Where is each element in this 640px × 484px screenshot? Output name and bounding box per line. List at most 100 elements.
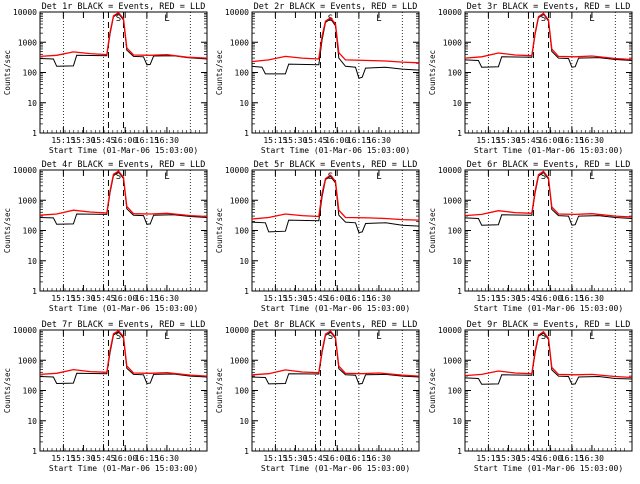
x-axis-label: Start Time (01-Mar-06 15:03:00) — [261, 304, 410, 313]
x-tick-label: 15:45 — [516, 454, 540, 463]
y-axis-label: Counts/sec — [428, 208, 437, 253]
y-tick-label: 10 — [27, 417, 37, 426]
y-tick-label: 100 — [23, 69, 38, 78]
x-tick-label: 16:15 — [135, 136, 159, 145]
series-lld-line — [464, 170, 633, 218]
series-lld-line — [39, 329, 208, 377]
y-axis-label: Counts/sec — [428, 50, 437, 95]
chart-panel-3: Det 3r BLACK = Events, RED = LLD 1 10 100 10… — [428, 2, 633, 155]
x-tick-label: 16:30 — [155, 136, 179, 145]
y-tick-label: 1000 — [18, 196, 37, 205]
flag-marker-s: S — [116, 172, 121, 182]
x-tick-label: 16:15 — [560, 136, 584, 145]
chart-title: Det 7r BLACK = Events, RED = LLD — [42, 320, 206, 330]
flag-marker-s: S — [541, 14, 546, 24]
flag-marker-l: L — [589, 14, 594, 24]
series-lld-line — [251, 174, 420, 221]
x-tick-label: 16:00 — [325, 294, 349, 303]
y-tick-label: 100 — [235, 387, 250, 396]
y-tick-label: 10000 — [438, 326, 462, 335]
y-tick-label: 10 — [239, 417, 249, 426]
chart-title: Det 3r BLACK = Events, RED = LLD — [467, 2, 631, 12]
series-lld-line — [464, 330, 633, 379]
y-tick-label: 10 — [27, 99, 37, 108]
chart-panel-8: Det 8r BLACK = Events, RED = LLD 1 10 100 10… — [215, 320, 420, 473]
flag-marker-l: L — [164, 14, 169, 24]
y-axis-label: Counts/sec — [215, 368, 224, 413]
chart-panel-7: Det 7r BLACK = Events, RED = LLD 1 10 100 10… — [3, 320, 208, 473]
x-tick-label: 15:30 — [71, 294, 95, 303]
x-tick-label: 15:30 — [283, 294, 307, 303]
x-tick-label: 16:30 — [367, 454, 391, 463]
y-tick-label: 10000 — [225, 326, 249, 335]
chart-panel-1: Det 1r BLACK = Events, RED = LLD 1 10 100 10… — [3, 2, 208, 155]
x-tick-label: 16:30 — [580, 294, 604, 303]
chart-title: Det 6r BLACK = Events, RED = LLD — [467, 160, 631, 170]
x-tick-label: 16:15 — [347, 454, 371, 463]
x-tick-label: 15:15 — [263, 136, 287, 145]
x-axis-label: Start Time (01-Mar-06 15:03:00) — [49, 304, 198, 313]
y-tick-label: 1000 — [443, 356, 462, 365]
x-axis-label: Start Time (01-Mar-06 15:03:00) — [49, 146, 198, 155]
x-tick-label: 16:15 — [347, 294, 371, 303]
x-tick-label: 15:15 — [476, 136, 500, 145]
y-tick-label: 100 — [235, 227, 250, 236]
flag-marker-l: L — [164, 332, 169, 342]
flag-marker-l: L — [376, 172, 381, 182]
chart-title: Det 1r BLACK = Events, RED = LLD — [42, 2, 206, 12]
y-axis-label: Counts/sec — [215, 208, 224, 253]
y-tick-label: 1 — [457, 129, 462, 138]
x-tick-label: 16:00 — [325, 136, 349, 145]
y-tick-label: 100 — [235, 69, 250, 78]
x-tick-label: 15:15 — [476, 294, 500, 303]
x-tick-label: 16:30 — [580, 454, 604, 463]
x-tick-label: 15:15 — [51, 454, 75, 463]
flag-marker-s: S — [541, 172, 546, 182]
chart-title: Det 9r BLACK = Events, RED = LLD — [467, 320, 631, 330]
series-lld-line — [464, 12, 633, 61]
x-tick-label: 16:15 — [560, 294, 584, 303]
x-tick-label: 16:00 — [113, 136, 137, 145]
x-tick-label: 16:00 — [538, 294, 562, 303]
y-tick-label: 1000 — [230, 196, 249, 205]
x-axis-label: Start Time (01-Mar-06 15:03:00) — [261, 146, 410, 155]
y-tick-label: 100 — [23, 227, 38, 236]
flag-marker-l: L — [589, 172, 594, 182]
x-tick-label: 16:00 — [538, 136, 562, 145]
x-axis-label: Start Time (01-Mar-06 15:03:00) — [474, 464, 623, 473]
chart-title: Det 4r BLACK = Events, RED = LLD — [42, 160, 206, 170]
x-tick-label: 16:00 — [113, 454, 137, 463]
y-tick-label: 1 — [32, 287, 37, 296]
series-lld-line — [251, 16, 420, 64]
series-lld-line — [39, 170, 208, 218]
x-tick-label: 15:30 — [496, 136, 520, 145]
y-tick-label: 10000 — [438, 8, 462, 17]
flag-marker-l: L — [164, 172, 169, 182]
x-tick-label: 16:00 — [113, 294, 137, 303]
x-tick-label: 15:45 — [303, 454, 327, 463]
y-tick-label: 1000 — [230, 38, 249, 47]
x-tick-label: 16:30 — [367, 294, 391, 303]
x-tick-label: 15:15 — [476, 454, 500, 463]
y-tick-label: 10 — [452, 417, 462, 426]
flag-marker-l: L — [376, 14, 381, 24]
x-tick-label: 15:30 — [496, 454, 520, 463]
y-tick-label: 10 — [452, 99, 462, 108]
y-tick-label: 1 — [32, 129, 37, 138]
series-lld-line — [39, 11, 208, 59]
flag-marker-s: S — [116, 14, 121, 24]
x-tick-label: 15:45 — [91, 136, 115, 145]
y-tick-label: 1 — [32, 447, 37, 456]
y-tick-label: 100 — [448, 227, 463, 236]
y-tick-label: 100 — [23, 387, 38, 396]
x-tick-label: 16:15 — [135, 294, 159, 303]
x-tick-label: 15:30 — [283, 454, 307, 463]
chart-panel-2: Det 2r BLACK = Events, RED = LLD 1 10 100 10… — [215, 2, 420, 155]
x-tick-label: 15:30 — [496, 294, 520, 303]
y-axis-label: Counts/sec — [3, 368, 12, 413]
chart-panel-9: Det 9r BLACK = Events, RED = LLD 1 10 100 10… — [428, 320, 633, 473]
y-tick-label: 1000 — [230, 356, 249, 365]
y-tick-label: 1 — [457, 447, 462, 456]
